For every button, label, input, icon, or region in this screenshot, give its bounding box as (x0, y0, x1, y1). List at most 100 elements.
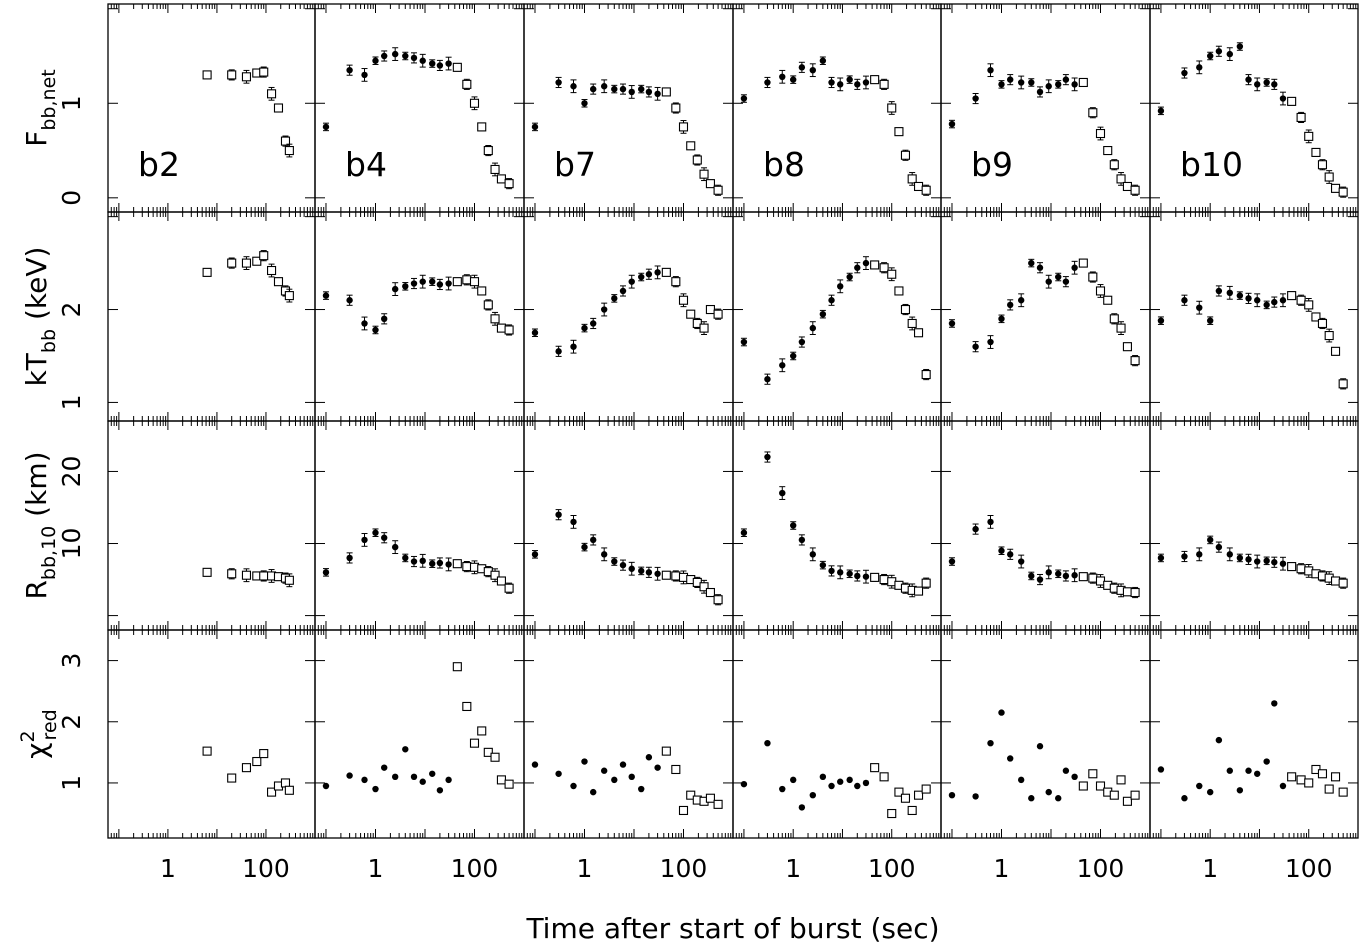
panel-frame (732, 420, 942, 631)
panel-b8-kt (732, 211, 942, 422)
x-tick-label: 100 (1285, 854, 1333, 883)
data-point-square (1296, 112, 1306, 123)
data-point-circle (570, 343, 577, 350)
data-point-circle (846, 76, 853, 83)
data-point-circle (322, 569, 330, 576)
data-point-square (686, 141, 696, 151)
data-point-square (887, 808, 897, 819)
data-point-square (227, 258, 237, 268)
data-point-circle (410, 54, 418, 62)
data-point-circle (972, 95, 979, 102)
data-point-circle (402, 554, 409, 562)
data-point-circle (1215, 543, 1223, 551)
data-point-square (273, 103, 284, 113)
data-point-circle (1045, 278, 1052, 285)
data-point-square (887, 269, 897, 279)
data-point-square (1296, 295, 1306, 305)
data-point-circle (372, 326, 379, 334)
data-point-circle (1196, 304, 1203, 311)
data-point-square (1078, 258, 1088, 268)
data-point-square (483, 747, 493, 757)
data-point-square (870, 260, 880, 270)
panel-b2-flux: 0 1 b2 (57, 3, 316, 213)
data-point-circle (1062, 572, 1070, 580)
y-axis-labels: Fbb,net kTbb (keV) Rbb,10 (km) χ2red (17, 69, 61, 758)
data-point-circle (1055, 570, 1062, 577)
data-point-circle (1206, 317, 1214, 324)
data-point-circle (628, 565, 635, 572)
data-point-square (692, 155, 702, 165)
data-point-circle (1157, 766, 1165, 773)
x-tick-label: 1 (785, 854, 801, 883)
data-point-circle (1263, 557, 1270, 565)
data-point-square (671, 103, 681, 113)
data-point-circle (764, 376, 771, 383)
data-point-circle (740, 529, 748, 536)
data-point-circle (628, 773, 635, 781)
data-point-circle (948, 120, 956, 128)
data-point-circle (764, 739, 771, 747)
data-point-circle (1181, 297, 1188, 304)
data-point-circle (809, 324, 817, 332)
data-point-circle (361, 776, 368, 784)
data-point-circle (854, 572, 861, 580)
data-point-square (907, 805, 917, 816)
data-point-circle (1236, 292, 1244, 299)
panel-b7-flux: b7 (523, 3, 734, 213)
data-point-circle (998, 547, 1005, 554)
data-point-square (1338, 379, 1348, 389)
data-point-circle (1226, 551, 1234, 558)
panel-b8-chi2: 1 100 (732, 629, 942, 883)
data-point-circle (1215, 736, 1223, 744)
data-point-circle (1036, 743, 1044, 750)
data-point-square (490, 752, 500, 762)
data-point-circle (1062, 76, 1070, 83)
data-point-square (483, 300, 493, 310)
data-point-circle (402, 283, 409, 290)
panel-frame (940, 420, 1151, 631)
data-point-square (678, 295, 689, 305)
data-point-circle (372, 57, 379, 64)
data-point-circle (531, 123, 539, 131)
data-point-square (284, 785, 294, 795)
data-point-square (1324, 330, 1334, 341)
data-point-circle (555, 511, 562, 518)
data-point-square (713, 595, 723, 605)
data-point-square (913, 328, 924, 338)
data-point-circle (555, 79, 562, 86)
data-point-square (259, 571, 269, 581)
panel-frame (523, 211, 734, 422)
data-point-circle (1007, 755, 1014, 762)
data-point-circle (346, 66, 353, 74)
data-point-circle (854, 264, 861, 271)
data-point-square (713, 185, 723, 195)
data-point-circle (645, 88, 653, 96)
data-point-circle (619, 287, 627, 295)
data-point-circle (645, 569, 653, 576)
data-point-circle (1271, 700, 1278, 707)
data-point-square (504, 583, 514, 593)
data-point-circle (611, 295, 618, 302)
data-point-square (496, 323, 506, 333)
data-point-circle (322, 123, 330, 131)
data-point-circle (381, 764, 388, 771)
y-label-symbol: χ (20, 743, 53, 759)
data-point-circle (654, 269, 661, 276)
data-point-square (907, 318, 917, 329)
data-point-circle (645, 271, 653, 278)
data-point-square (273, 277, 284, 287)
data-point-circle (828, 79, 835, 86)
data-point-square (483, 145, 493, 156)
data-point-square (1103, 295, 1113, 305)
data-point-circle (590, 788, 597, 796)
data-point-circle (391, 285, 399, 293)
data-point-square (1311, 147, 1321, 157)
data-point-square (490, 314, 500, 324)
data-point-circle (581, 758, 588, 765)
panel-frame (1149, 420, 1359, 631)
data-point-circle (1036, 576, 1044, 583)
y-tick-label: 2 (57, 302, 86, 318)
data-point-circle (419, 57, 426, 64)
data-point-circle (1271, 559, 1278, 566)
